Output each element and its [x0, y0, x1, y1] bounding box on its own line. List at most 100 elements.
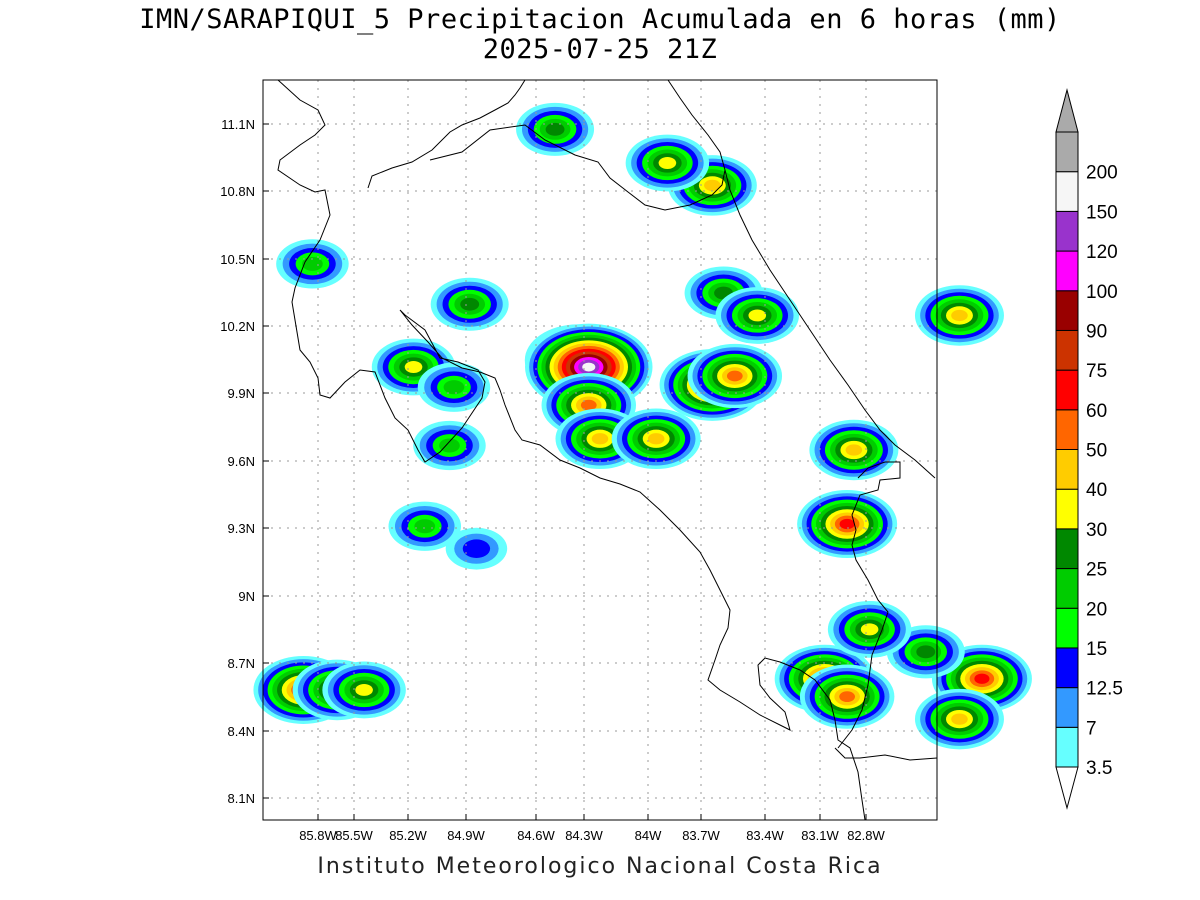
precip-contour	[860, 623, 879, 636]
lon-tick-label: 84.9W	[447, 828, 485, 843]
lon-tick-label: 84.3W	[565, 828, 603, 843]
colorbar-box	[1055, 449, 1079, 490]
precip-contour	[704, 179, 721, 192]
precip-contour	[839, 518, 855, 530]
precip-cell	[687, 343, 783, 409]
lon-tick-label: 85.2W	[389, 828, 427, 843]
colorbar: 3.5 7 12.5 15 20 25 30 40 50 60 75 90 100 120 150 200	[1055, 88, 1123, 810]
precip-cell	[388, 501, 462, 551]
colorbar-bottom-arrow	[1055, 766, 1079, 810]
precip-contour	[726, 370, 743, 382]
precip-contour	[439, 438, 460, 453]
colorbar-box	[1055, 171, 1079, 212]
precip-contour	[951, 713, 968, 725]
colorbar-box	[1055, 647, 1079, 689]
colorbar-box	[1055, 250, 1079, 292]
lat-tick-label: 8.7N	[228, 656, 255, 671]
colorbar-label: 60	[1086, 401, 1107, 422]
map-frame	[262, 79, 938, 821]
caribbean-coast	[667, 79, 936, 479]
footer-credit: Instituto Meteorologico Nacional Costa R…	[317, 854, 883, 879]
precip-contour	[951, 309, 968, 322]
lat-tick-label: 8.1N	[228, 791, 255, 806]
precip-contour	[443, 380, 465, 395]
precip-cell	[914, 285, 1004, 346]
colorbar-label: 120	[1086, 242, 1118, 263]
colorbar-box	[1055, 488, 1079, 530]
colorbar-label: 75	[1086, 361, 1107, 382]
coastline	[277, 79, 866, 821]
precip-contour	[545, 122, 565, 136]
colorbar-box	[1055, 210, 1079, 252]
precip-contour	[591, 433, 609, 445]
colorbar-top-arrow	[1055, 88, 1079, 133]
lat-lon-grid	[263, 80, 937, 820]
lon-tick-label: 83.1W	[801, 828, 839, 843]
colorbar-box	[1055, 409, 1079, 450]
precip-contour	[414, 519, 436, 534]
lat-tick-label: 10.5N	[220, 252, 255, 267]
precip-contour	[302, 256, 323, 271]
precip-cell	[827, 601, 912, 658]
precip-cell	[516, 102, 595, 156]
colorbar-box	[1055, 687, 1079, 728]
lat-tick-label: 10.8N	[220, 184, 255, 199]
panama-coast	[834, 747, 938, 761]
precip-cell	[413, 420, 486, 471]
colorbar-label: 7	[1086, 718, 1097, 739]
map-title: IMN/SARAPIQUI_5 Precipitacion Acumulada …	[139, 4, 1061, 35]
colorbar-box	[1055, 726, 1079, 768]
precip-cell	[684, 266, 763, 320]
lat-tick-label: 9.6N	[228, 454, 255, 469]
lon-tick-label: 83.7W	[682, 828, 720, 843]
lat-tick-label: 10.2N	[220, 319, 255, 334]
colorbar-box	[1055, 329, 1079, 371]
colorbar-box	[1055, 568, 1079, 609]
precip-contour	[355, 683, 373, 696]
precip-cell	[715, 287, 800, 344]
precip-cell	[322, 661, 406, 719]
precip-cell	[430, 277, 509, 331]
lon-tick-label: 85.5W	[335, 828, 373, 843]
border-panama	[837, 461, 901, 749]
precip-cell	[797, 490, 898, 558]
precip-cell	[809, 419, 899, 481]
precip-contour	[845, 444, 863, 456]
precip-contour	[839, 691, 856, 703]
colorbar-label: 12.5	[1086, 679, 1123, 700]
precip-cell	[886, 625, 965, 679]
precip-contour	[580, 399, 597, 411]
lat-tick-label: 9N	[238, 589, 255, 604]
colorbar-label: 150	[1086, 202, 1118, 223]
lat-tick-label: 9.9N	[228, 386, 255, 401]
colorbar-label: 20	[1086, 599, 1107, 620]
colorbar-label: 50	[1086, 441, 1107, 462]
precip-contour	[647, 433, 665, 445]
precip-contour	[404, 361, 423, 374]
colorbar-box	[1055, 369, 1079, 411]
lon-tick-label: 82.8W	[847, 828, 885, 843]
lake-nicaragua-shoreline	[367, 79, 526, 189]
precip-cell	[611, 408, 701, 470]
precip-contour	[460, 297, 480, 311]
colorbar-box	[1055, 131, 1079, 173]
lon-tick-label: 84.6W	[517, 828, 555, 843]
precip-contour	[916, 645, 936, 659]
precip-cell	[799, 664, 895, 729]
precip-contour	[582, 362, 596, 372]
precip-contour	[974, 673, 990, 684]
colorbar-label: 100	[1086, 282, 1118, 303]
precip-cell	[276, 239, 349, 289]
colorbar-box	[1055, 607, 1079, 649]
precip-cell	[625, 134, 710, 192]
lat-tick-label: 9.3N	[228, 521, 255, 536]
colorbar-label: 40	[1086, 480, 1107, 501]
colorbar-box	[1055, 528, 1079, 570]
precip-contour	[658, 156, 677, 169]
lat-tick-label: 11.1N	[221, 117, 255, 132]
border-nicaragua	[429, 124, 726, 211]
colorbar-label: 3.5	[1086, 758, 1112, 779]
lon-tick-label: 83.4W	[746, 828, 784, 843]
